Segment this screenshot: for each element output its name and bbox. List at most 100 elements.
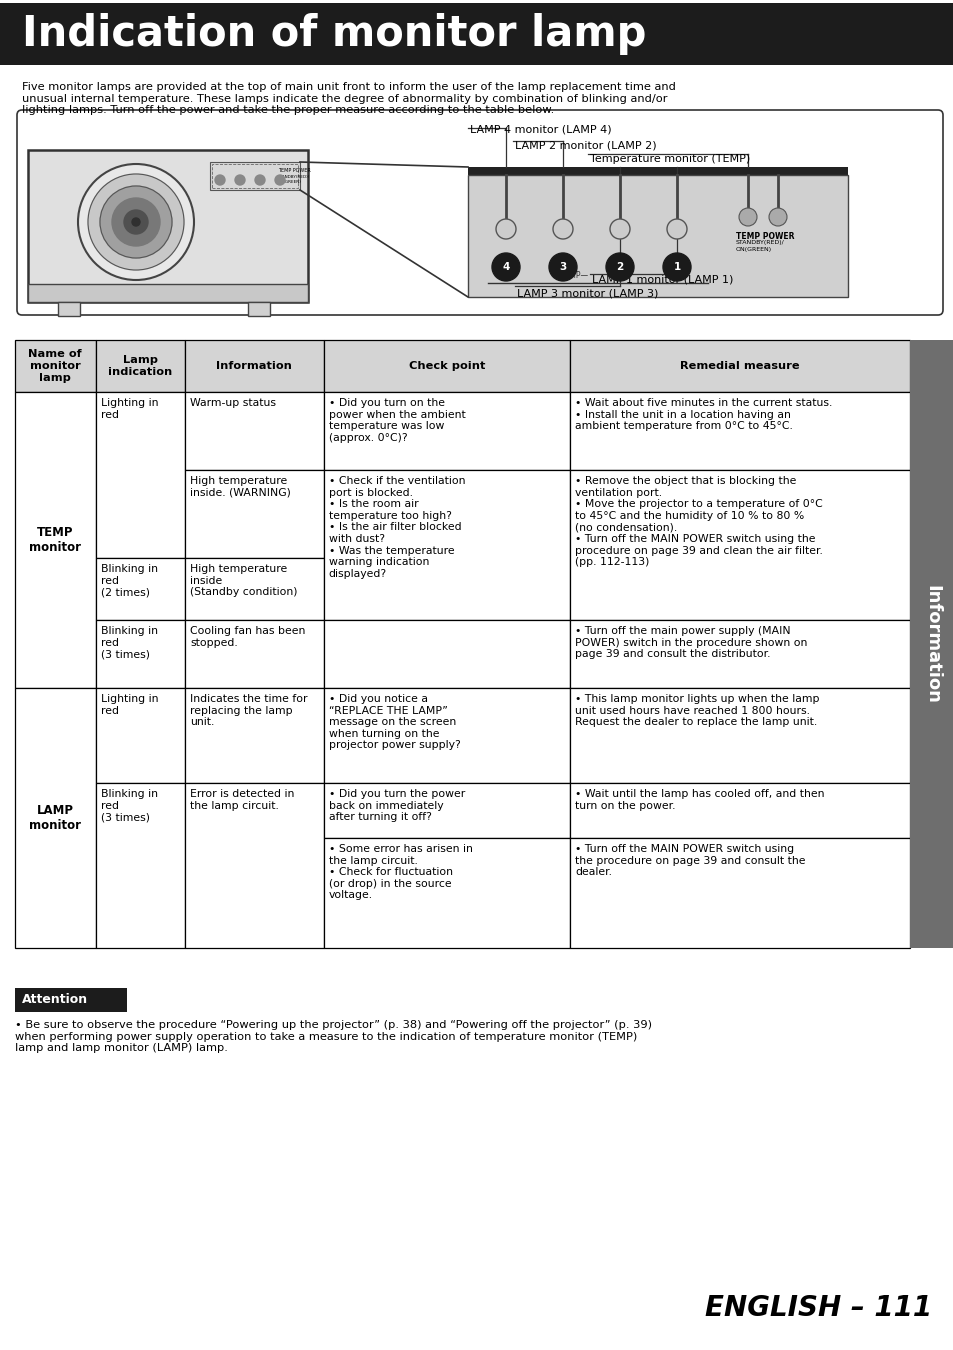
Text: 1: 1 [673, 262, 679, 271]
Text: Information: Information [216, 360, 292, 371]
Bar [95, 558, 185, 620]
Text: Cooling fan has been
stopped.: Cooling fan has been stopped. [190, 626, 305, 648]
Text: • Did you notice a
“REPLACE THE LAMP”
message on the screen
when turning on the
: • Did you notice a “REPLACE THE LAMP” me… [329, 694, 460, 751]
Circle shape [234, 176, 245, 185]
Text: ON(GREEN): ON(GREEN) [735, 247, 771, 252]
Text: Blinking in
red
(3 times): Blinking in red (3 times) [100, 788, 157, 822]
Bar [185, 620, 323, 688]
Text: • Did you turn on the
power when the ambient
temperature was low
(approx. 0°C)?: • Did you turn on the power when the amb… [329, 398, 465, 443]
Circle shape [553, 219, 573, 239]
Text: LAMP 4 monitor (LAMP 4): LAMP 4 monitor (LAMP 4) [470, 126, 611, 135]
Bar [95, 340, 185, 391]
Text: Five monitor lamps are provided at the top of main unit front to inform the user: Five monitor lamps are provided at the t… [22, 82, 675, 115]
Circle shape [768, 208, 786, 225]
Text: LAMP
monitor: LAMP monitor [30, 805, 81, 832]
Text: LAMP 2 monitor (LAMP 2): LAMP 2 monitor (LAMP 2) [515, 140, 656, 150]
Circle shape [124, 211, 148, 234]
Text: Lamp
indication: Lamp indication [108, 355, 172, 377]
Text: Blinking in
red
(3 times): Blinking in red (3 times) [100, 626, 157, 659]
Text: ON(GREEN): ON(GREEN) [277, 180, 301, 184]
Text: Indication of monitor lamp: Indication of monitor lamp [22, 14, 646, 55]
Bar [569, 688, 909, 783]
Bar [185, 783, 323, 948]
FancyBboxPatch shape [17, 109, 942, 315]
Text: Warm-up status: Warm-up status [190, 398, 275, 408]
Bar [468, 176, 847, 297]
Text: —LAMP—: —LAMP— [553, 271, 589, 279]
Bar [323, 838, 569, 948]
Text: • Wait about five minutes in the current status.
• Install the unit in a locatio: • Wait about five minutes in the current… [575, 398, 831, 431]
Text: TEMP
monitor: TEMP monitor [30, 526, 81, 554]
Text: Temperature monitor (TEMP): Temperature monitor (TEMP) [589, 154, 749, 163]
Circle shape [88, 174, 184, 270]
Text: Attention: Attention [22, 994, 88, 1006]
Bar [15, 988, 127, 1012]
Text: • Some error has arisen in
the lamp circuit.
• Check for fluctuation
(or drop) i: • Some error has arisen in the lamp circ… [329, 844, 472, 900]
Circle shape [739, 208, 757, 225]
Text: • Wait until the lamp has cooled off, and then
turn on the power.: • Wait until the lamp has cooled off, an… [575, 788, 823, 810]
Bar [95, 620, 185, 688]
Circle shape [112, 198, 160, 246]
Text: High temperature
inside. (WARNING): High temperature inside. (WARNING) [190, 477, 291, 498]
Bar [323, 620, 569, 688]
Circle shape [492, 252, 519, 281]
Text: • Turn off the main power supply (MAIN
POWER) switch in the procedure shown on
p: • Turn off the main power supply (MAIN P… [575, 626, 806, 659]
Text: LAMP 1 monitor (LAMP 1): LAMP 1 monitor (LAMP 1) [592, 275, 733, 285]
Bar [569, 470, 909, 620]
Bar [909, 340, 953, 948]
Bar [185, 688, 323, 783]
Text: High temperature
inside
(Standby condition): High temperature inside (Standby conditi… [190, 564, 297, 597]
Text: • Check if the ventilation
port is blocked.
• Is the room air
temperature too hi: • Check if the ventilation port is block… [329, 477, 465, 579]
Circle shape [605, 252, 634, 281]
Text: • This lamp monitor lights up when the lamp
unit used hours have reached 1 800 h: • This lamp monitor lights up when the l… [575, 694, 819, 728]
Bar [185, 340, 323, 391]
Bar [248, 302, 270, 316]
Bar [323, 340, 569, 391]
Text: 4: 4 [502, 262, 509, 271]
Text: Indicates the time for
replacing the lamp
unit.: Indicates the time for replacing the lam… [190, 694, 307, 728]
Bar [323, 392, 569, 470]
Bar [95, 783, 185, 948]
Circle shape [254, 176, 265, 185]
Text: STANDBY(RED)/: STANDBY(RED)/ [735, 240, 784, 244]
Text: ENGLISH – 111: ENGLISH – 111 [704, 1295, 931, 1322]
Text: Lighting in
red: Lighting in red [100, 694, 158, 716]
Bar [0, 3, 953, 65]
Bar [185, 558, 323, 620]
Text: • Did you turn the power
back on immediately
after turning it off?: • Did you turn the power back on immedia… [329, 788, 464, 822]
Bar [95, 688, 185, 783]
Text: Error is detected in
the lamp circuit.: Error is detected in the lamp circuit. [190, 788, 294, 810]
Bar [15, 392, 95, 688]
Bar [58, 302, 80, 316]
Bar [185, 392, 323, 470]
Bar [468, 167, 847, 176]
Bar [569, 392, 909, 470]
Bar [95, 392, 185, 558]
Bar [323, 783, 569, 838]
Circle shape [100, 186, 172, 258]
Text: LAMP 3 monitor (LAMP 3): LAMP 3 monitor (LAMP 3) [517, 289, 658, 298]
Circle shape [496, 219, 516, 239]
Text: Remedial measure: Remedial measure [679, 360, 799, 371]
Bar [569, 838, 909, 948]
Bar [569, 620, 909, 688]
Circle shape [662, 252, 690, 281]
Bar [15, 688, 95, 948]
Text: Check point: Check point [408, 360, 484, 371]
Text: • Turn off the MAIN POWER switch using
the procedure on page 39 and consult the
: • Turn off the MAIN POWER switch using t… [575, 844, 804, 878]
Text: Lighting in
red: Lighting in red [100, 398, 158, 420]
Text: • Be sure to observe the procedure “Powering up the projector” (p. 38) and “Powe: • Be sure to observe the procedure “Powe… [15, 1021, 651, 1053]
Circle shape [214, 176, 225, 185]
Circle shape [609, 219, 629, 239]
Bar [210, 162, 299, 190]
Text: • Remove the object that is blocking the
ventilation port.
• Move the projector : • Remove the object that is blocking the… [575, 477, 821, 567]
Circle shape [274, 176, 285, 185]
Text: 3: 3 [558, 262, 566, 271]
Circle shape [548, 252, 577, 281]
Text: TEMP POWER: TEMP POWER [735, 232, 794, 242]
Text: Blinking in
red
(2 times): Blinking in red (2 times) [100, 564, 157, 597]
Bar [185, 470, 323, 558]
Bar [28, 284, 308, 302]
Text: Name of
monitor
lamp: Name of monitor lamp [29, 350, 82, 382]
Text: Information: Information [923, 585, 940, 703]
